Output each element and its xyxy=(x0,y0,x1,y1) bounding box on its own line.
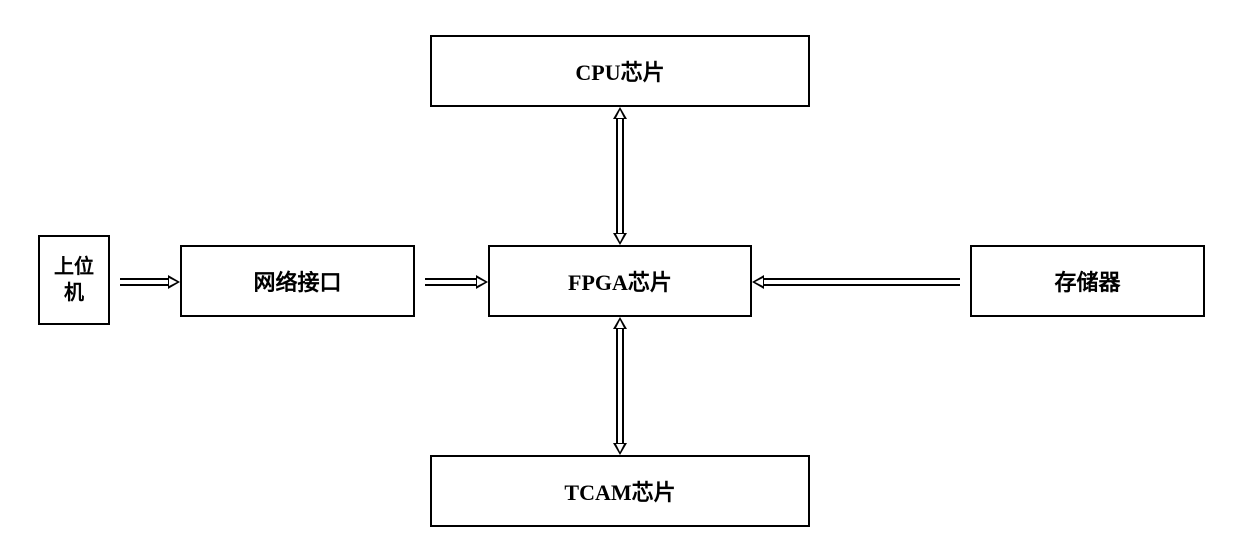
arrow-fpga-tcam xyxy=(619,327,621,445)
arrow-memory-fpga xyxy=(762,281,960,283)
node-network: 网络接口 xyxy=(180,245,415,317)
node-host-label: 上位 机 xyxy=(54,254,94,306)
node-tcam-label: TCAM芯片 xyxy=(564,475,675,507)
arrow-network-fpga xyxy=(425,281,478,283)
node-fpga: FPGA芯片 xyxy=(488,245,752,317)
node-network-label: 网络接口 xyxy=(253,265,341,297)
arrow-cpu-fpga xyxy=(619,117,621,235)
arrow-host-network xyxy=(120,281,170,283)
node-memory-label: 存储器 xyxy=(1054,265,1120,297)
node-fpga-label: FPGA芯片 xyxy=(568,265,672,297)
node-tcam: TCAM芯片 xyxy=(430,455,810,527)
node-cpu-label: CPU芯片 xyxy=(575,55,664,87)
node-memory: 存储器 xyxy=(970,245,1205,317)
node-cpu: CPU芯片 xyxy=(430,35,810,107)
node-host: 上位 机 xyxy=(38,235,110,325)
